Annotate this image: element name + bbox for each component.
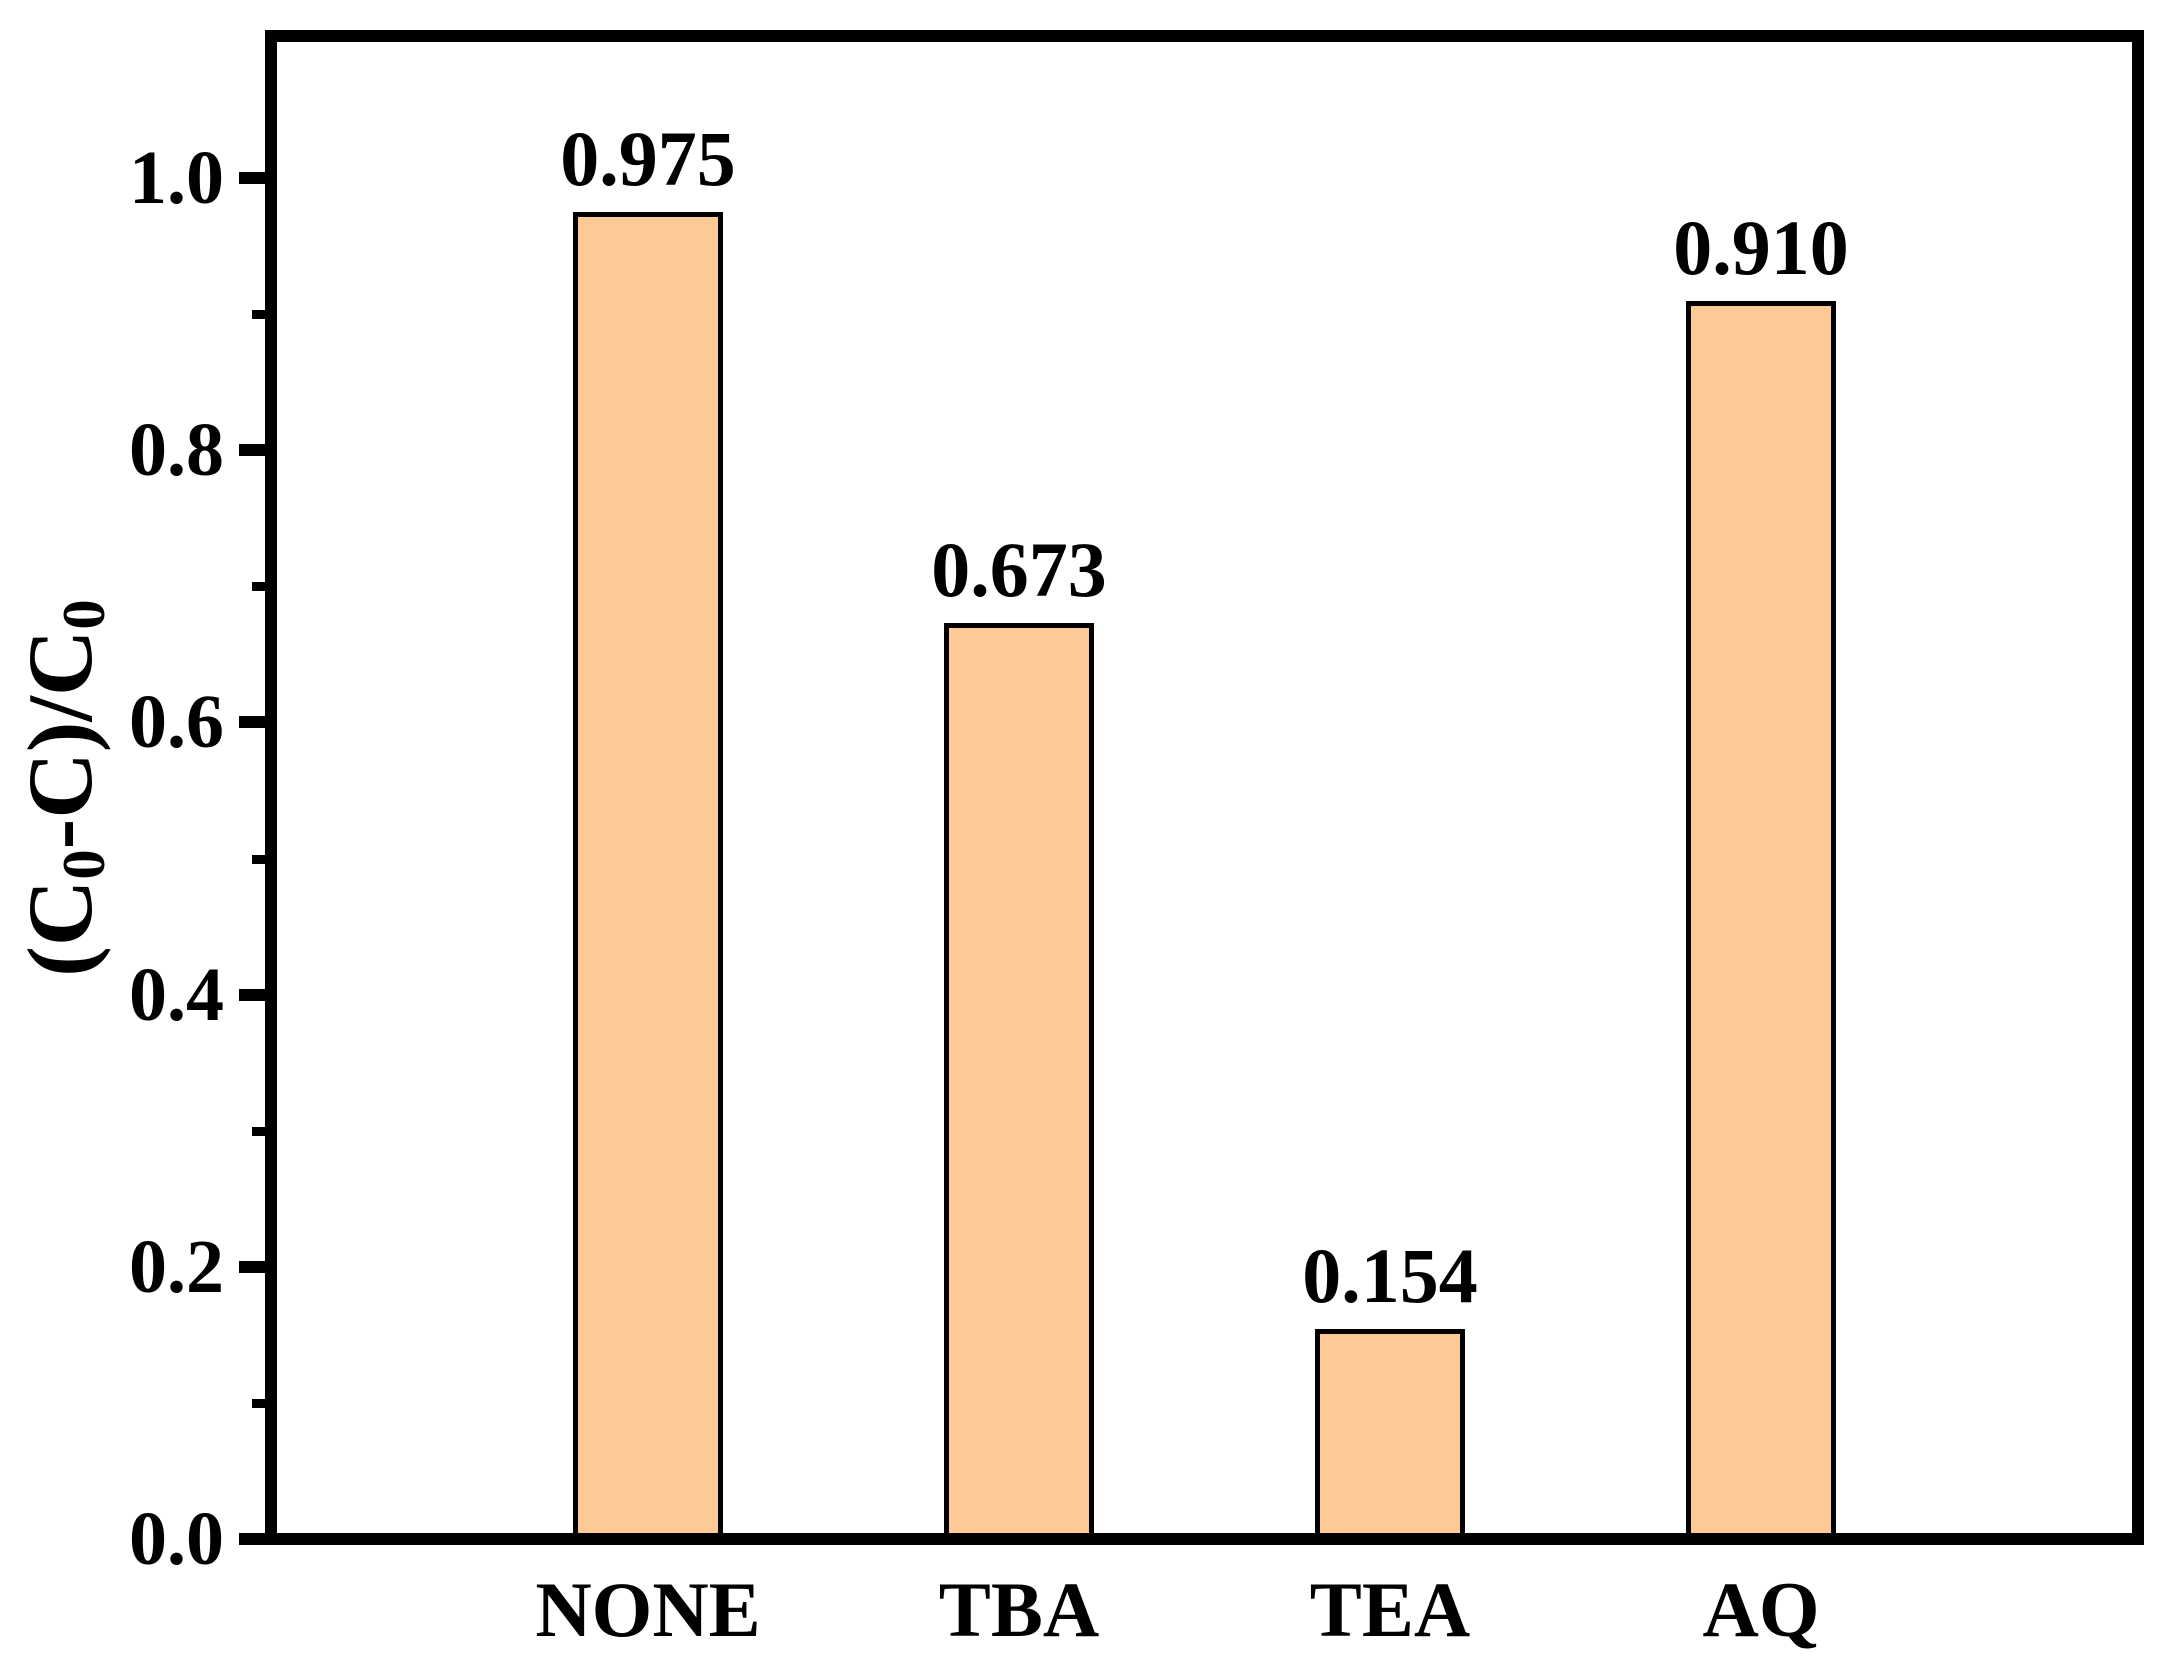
y-minor-tick (252, 582, 265, 592)
x-tick-label-aq: AQ (1702, 1566, 1820, 1653)
bar-tea (1315, 1329, 1465, 1539)
y-major-tick-1.0 (239, 172, 265, 185)
y-minor-tick (252, 310, 265, 320)
y-axis-title-subscript: 0 (51, 599, 119, 630)
y-tick-label-1.0: 1.0 (129, 136, 224, 221)
x-tick-label-none: NONE (535, 1566, 761, 1653)
bar-value-label-aq: 0.910 (1673, 203, 1849, 291)
bar-none (573, 212, 723, 1539)
y-major-tick-0.4 (239, 988, 265, 1001)
y-tick-label-0.4: 0.4 (129, 952, 224, 1037)
x-tick-label-tea: TEA (1309, 1566, 1471, 1653)
y-minor-tick (252, 854, 265, 864)
y-tick-label-0.2: 0.2 (129, 1224, 224, 1309)
y-tick-label-0.0: 0.0 (129, 1497, 224, 1581)
y-axis-title: (C0-C)/C0 (9, 599, 120, 977)
y-axis-title-text: (C (9, 879, 111, 977)
bar-tba (944, 623, 1094, 1539)
y-major-tick-0.0 (239, 1533, 265, 1545)
y-axis-title-subscript: 0 (51, 849, 119, 880)
bar-value-label-tea: 0.154 (1302, 1232, 1478, 1320)
bar-value-label-tba: 0.673 (931, 526, 1107, 614)
y-tick-label-0.8: 0.8 (129, 408, 224, 493)
y-tick-label-0.6: 0.6 (129, 680, 224, 765)
plot-area-frame (265, 30, 2144, 1545)
x-tick-label-tba: TBA (938, 1566, 1100, 1653)
y-major-tick-0.6 (239, 716, 265, 729)
y-major-tick-0.2 (239, 1260, 265, 1273)
y-minor-tick (252, 1398, 265, 1408)
y-minor-tick (252, 1126, 265, 1136)
bar-aq (1686, 300, 1836, 1539)
y-axis-title-text: -C)/C (9, 629, 111, 850)
y-major-tick-0.8 (239, 444, 265, 457)
bar-value-label-none: 0.975 (560, 115, 736, 203)
